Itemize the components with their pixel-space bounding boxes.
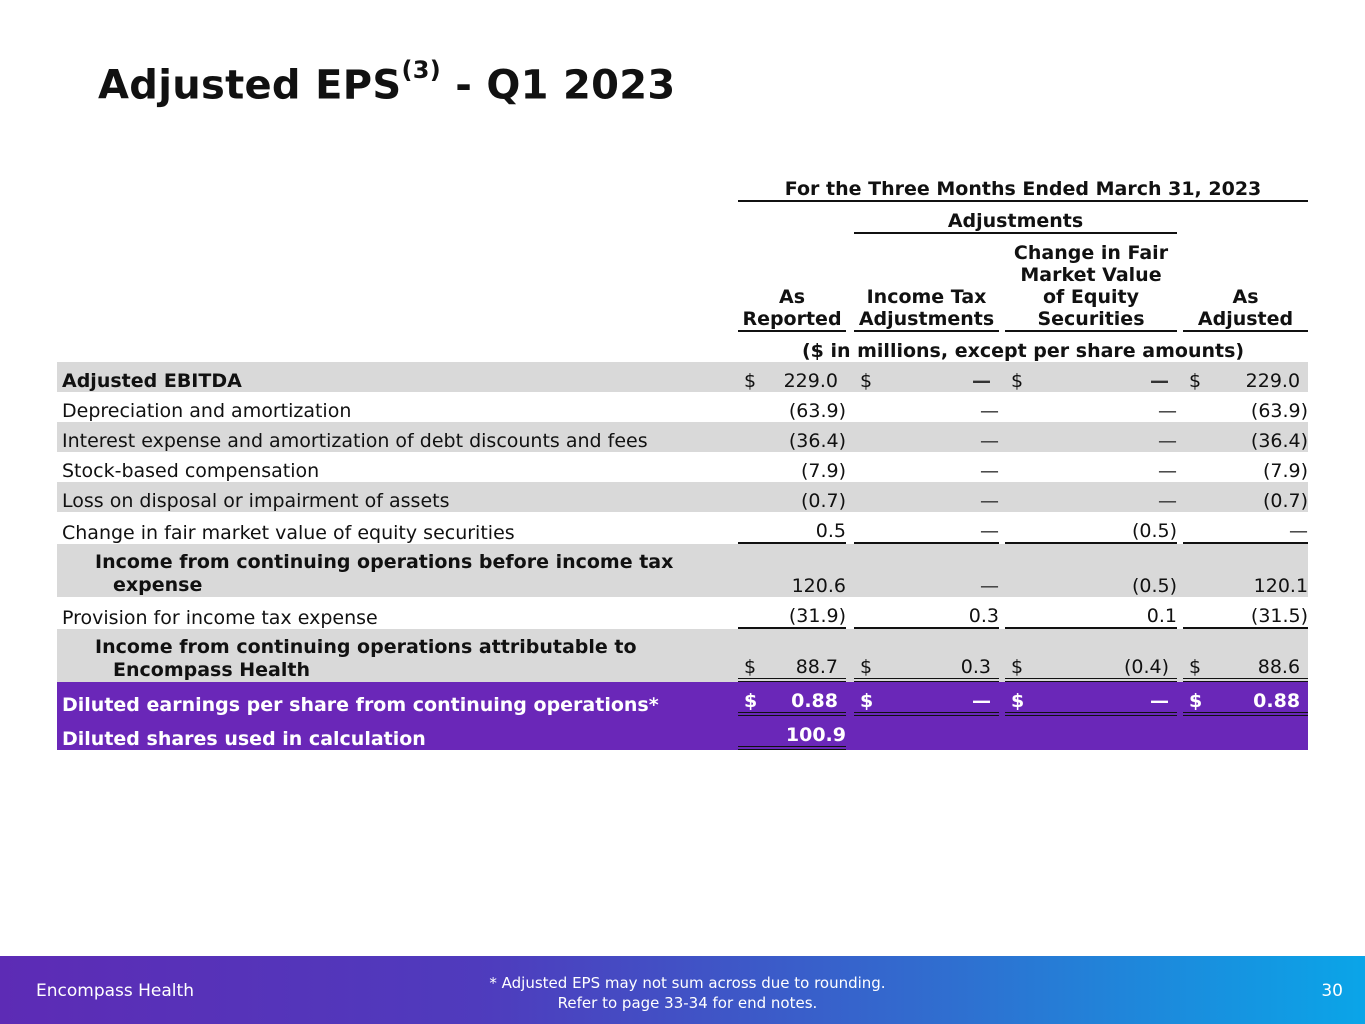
table-row-highlight: Diluted shares used in calculation 100.9 (57, 716, 1309, 750)
footer-bar: Encompass Health * Adjusted EPS may not … (0, 956, 1365, 1024)
table-row: Depreciation and amortization (63.9) — —… (57, 392, 1308, 422)
row-label: Stock-based compensation (62, 460, 320, 482)
col-income-tax-adjustments: Income Tax Adjustments (854, 234, 999, 332)
table-row-highlight: Diluted earnings per share from continui… (57, 682, 1309, 716)
row-label: Income from continuing operations attrib… (57, 629, 738, 682)
row-label: Diluted shares used in calculation (57, 716, 738, 750)
col-as-reported: As Reported (738, 234, 846, 332)
row-label: Change in fair market value of equity se… (62, 522, 515, 544)
table-row: Income from continuing operations before… (57, 544, 1309, 597)
adjusted-eps-table: For the Three Months Ended March 31, 202… (57, 170, 1309, 750)
table-row: Loss on disposal or impairment of assets… (57, 482, 1309, 512)
table-row: Provision for income tax expense (31.9) … (57, 597, 1309, 629)
footer-brand: Encompass Health (36, 981, 194, 1001)
table-row: Income from continuing operations attrib… (57, 629, 1309, 682)
header-columns-row: As Reported Income Tax Adjustments Change … (57, 234, 1309, 332)
page-title: Adjusted EPS(3) - Q1 2023 (98, 56, 676, 109)
table-row: Change in fair market value of equity se… (57, 512, 1309, 544)
period-header: For the Three Months Ended March 31, 202… (738, 170, 1309, 202)
row-label: Interest expense and amortization of deb… (57, 422, 738, 452)
footer-note: * Adjusted EPS may not sum across due to… (489, 974, 886, 1012)
title-endnote-ref: (3) (401, 56, 441, 84)
adjustments-header: Adjustments (854, 202, 1177, 234)
row-label: Loss on disposal or impairment of assets (57, 482, 738, 512)
col-fmv-equity-securities: Change in Fair Market Value of Equity Secur… (1005, 234, 1177, 332)
header-units-row: ($ in millions, except per share amounts… (57, 332, 1308, 362)
col-as-adjusted: As Adjusted (1183, 234, 1309, 332)
page-number: 30 (1321, 981, 1343, 1001)
row-label: Depreciation and amortization (62, 400, 352, 422)
units-note: ($ in millions, except per share amounts… (801, 340, 1245, 362)
row-label: Adjusted EBITDA (57, 362, 738, 392)
row-label: Income from continuing operations before… (57, 544, 738, 597)
row-label: Provision for income tax expense (62, 607, 378, 629)
header-period-row: For the Three Months Ended March 31, 202… (57, 170, 1309, 202)
table-row: Adjusted EBITDA $229.0 $ — $ — $229.0 (57, 362, 1309, 392)
row-label: Diluted earnings per share from continui… (57, 682, 738, 716)
header-adjustments-row: Adjustments (57, 202, 1308, 234)
table-row: Interest expense and amortization of deb… (57, 422, 1309, 452)
table-row: Stock-based compensation (7.9) — — (7.9) (57, 452, 1308, 482)
